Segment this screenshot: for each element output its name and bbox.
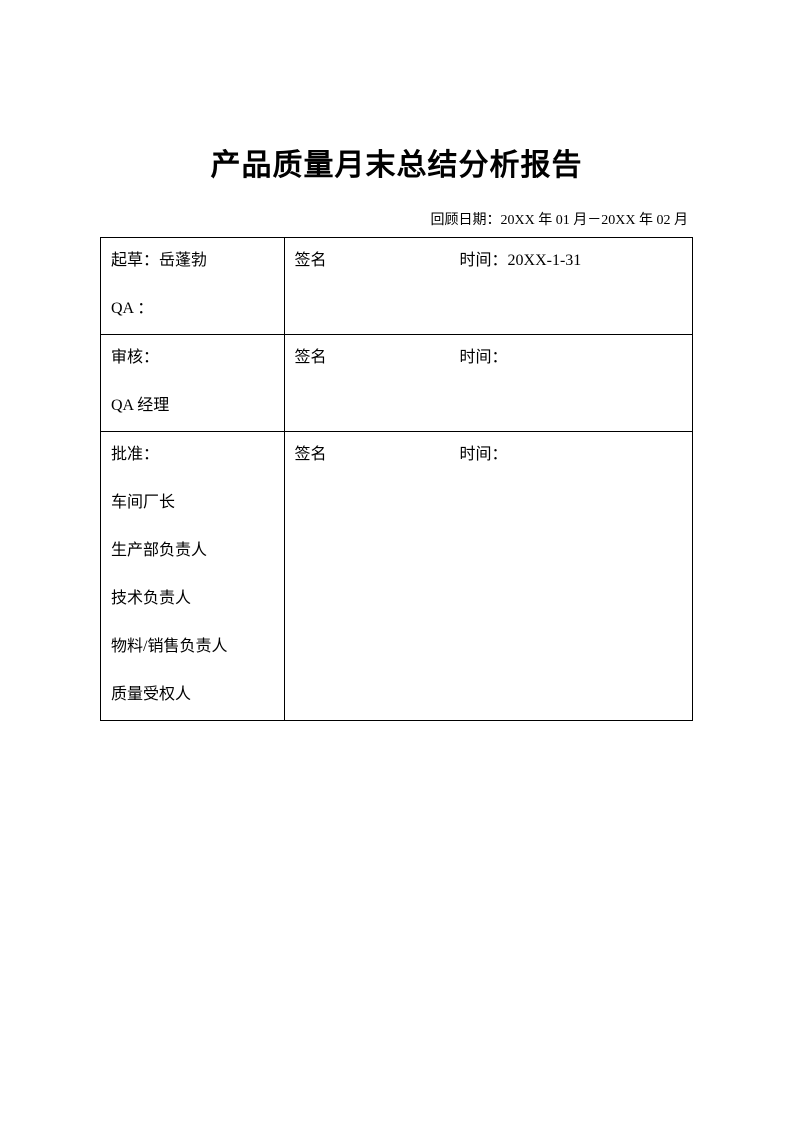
approver-cell: 批准： 车间厂长 生产部负责人 技术负责人 物料/销售负责人 质量受权人 xyxy=(101,432,285,721)
technical-head-label: 技术负责人 xyxy=(111,584,274,608)
table-row: 审核： QA 经理 签名 时间： xyxy=(101,335,693,432)
approver-label: 批准： xyxy=(111,440,274,464)
signature-label: 签名 xyxy=(295,440,460,464)
time-label: 时间： xyxy=(460,343,682,367)
material-sales-head-label: 物料/销售负责人 xyxy=(111,632,274,656)
signature-time-cell: 签名 时间： xyxy=(284,335,692,432)
quality-authorized-label: 质量受权人 xyxy=(111,680,274,704)
approval-table: 起草：岳蓬勃 QA ： 签名 时间：20XX-1-31 审核： QA 经理 签名… xyxy=(100,237,693,721)
production-head-label: 生产部负责人 xyxy=(111,536,274,560)
reviewer-cell: 审核： QA 经理 xyxy=(101,335,285,432)
reviewer-label: 审核： xyxy=(111,343,274,367)
page-title: 产品质量月末总结分析报告 xyxy=(100,140,693,184)
table-row: 起草：岳蓬勃 QA ： 签名 时间：20XX-1-31 xyxy=(101,238,693,335)
signature-time-cell: 签名 时间： xyxy=(284,432,692,721)
time-label: 时间： xyxy=(460,440,682,464)
signature-label: 签名 xyxy=(295,246,460,270)
review-date: 回顾日期：20XX 年 01 月－20XX 年 02 月 xyxy=(100,209,693,229)
qa-label: QA ： xyxy=(111,294,274,318)
qa-manager-label: QA 经理 xyxy=(111,391,274,415)
time-label: 时间：20XX-1-31 xyxy=(460,246,682,270)
signature-time-cell: 签名 时间：20XX-1-31 xyxy=(284,238,692,335)
signature-label: 签名 xyxy=(295,343,460,367)
workshop-director-label: 车间厂长 xyxy=(111,488,274,512)
document-page: 产品质量月末总结分析报告 回顾日期：20XX 年 01 月－20XX 年 02 … xyxy=(0,0,793,721)
table-row: 批准： 车间厂长 生产部负责人 技术负责人 物料/销售负责人 质量受权人 签名 … xyxy=(101,432,693,721)
drafter-label: 起草：岳蓬勃 xyxy=(111,246,274,270)
drafter-cell: 起草：岳蓬勃 QA ： xyxy=(101,238,285,335)
